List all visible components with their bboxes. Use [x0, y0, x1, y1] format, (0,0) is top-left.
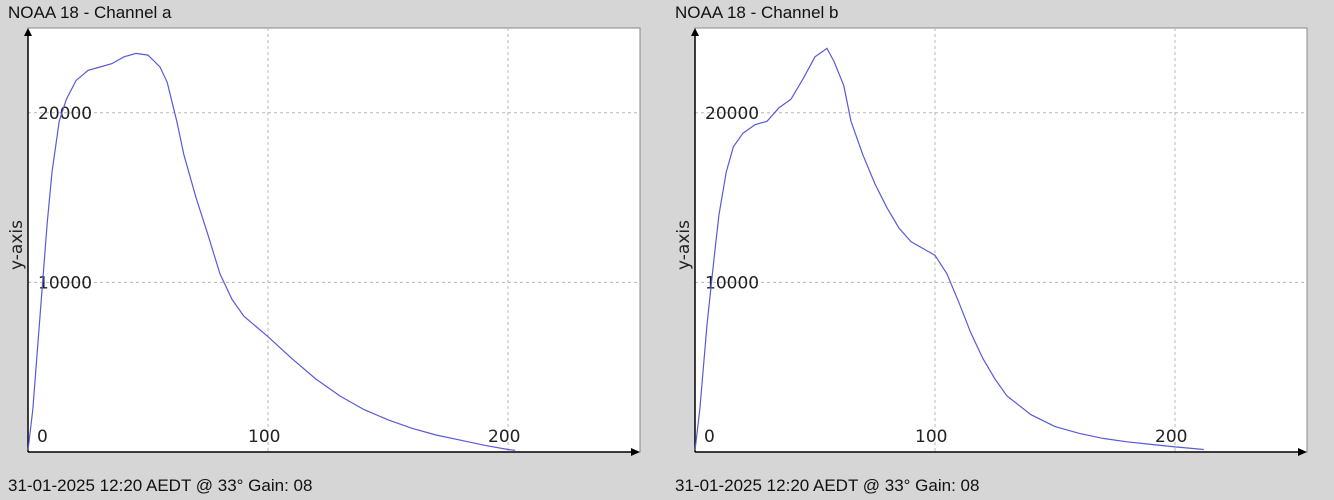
chart-footer: 31-01-2025 12:20 AEDT @ 33° Gain: 08	[675, 476, 980, 495]
chart-footer: 31-01-2025 12:20 AEDT @ 33° Gain: 08	[8, 476, 313, 495]
plot-area	[694, 27, 1308, 453]
chart-panel-a: NOAA 18 - Channel a 0 100 200 10000 20000 y-a…	[7, 3, 641, 495]
y-tick-label: 20000	[38, 104, 92, 124]
x-axis-arrow-icon	[1298, 448, 1307, 456]
y-axis-arrow-icon	[691, 28, 699, 36]
chart-title: NOAA 18 - Channel a	[8, 3, 172, 22]
x-tick-label: 0	[37, 427, 48, 447]
y-axis-title: y-axis	[7, 220, 27, 270]
y-axis-arrow-icon	[24, 28, 32, 36]
chart-title: NOAA 18 - Channel b	[675, 3, 839, 22]
plot-area	[27, 27, 641, 453]
x-tick-label: 200	[488, 427, 520, 447]
x-axis-arrow-icon	[631, 448, 640, 456]
x-tick-label: 100	[915, 427, 947, 447]
chart-b: 0 100 200 10000 20000 y-axis	[674, 27, 1308, 456]
series-line	[694, 47, 1204, 451]
x-tick-label: 0	[704, 427, 715, 447]
x-tick-label: 200	[1155, 427, 1187, 447]
y-tick-label: 10000	[38, 273, 92, 293]
y-axis-title: y-axis	[674, 220, 694, 270]
x-tick-label: 100	[248, 427, 280, 447]
chart-panel-b: NOAA 18 - Channel b 0 100 200 10000 20000 y-a…	[667, 0, 1334, 500]
chart-a: 0 100 200 10000 20000 y-axis	[7, 27, 641, 456]
y-tick-label: 10000	[705, 273, 759, 293]
series-line	[27, 52, 516, 451]
y-tick-label: 20000	[705, 104, 759, 124]
